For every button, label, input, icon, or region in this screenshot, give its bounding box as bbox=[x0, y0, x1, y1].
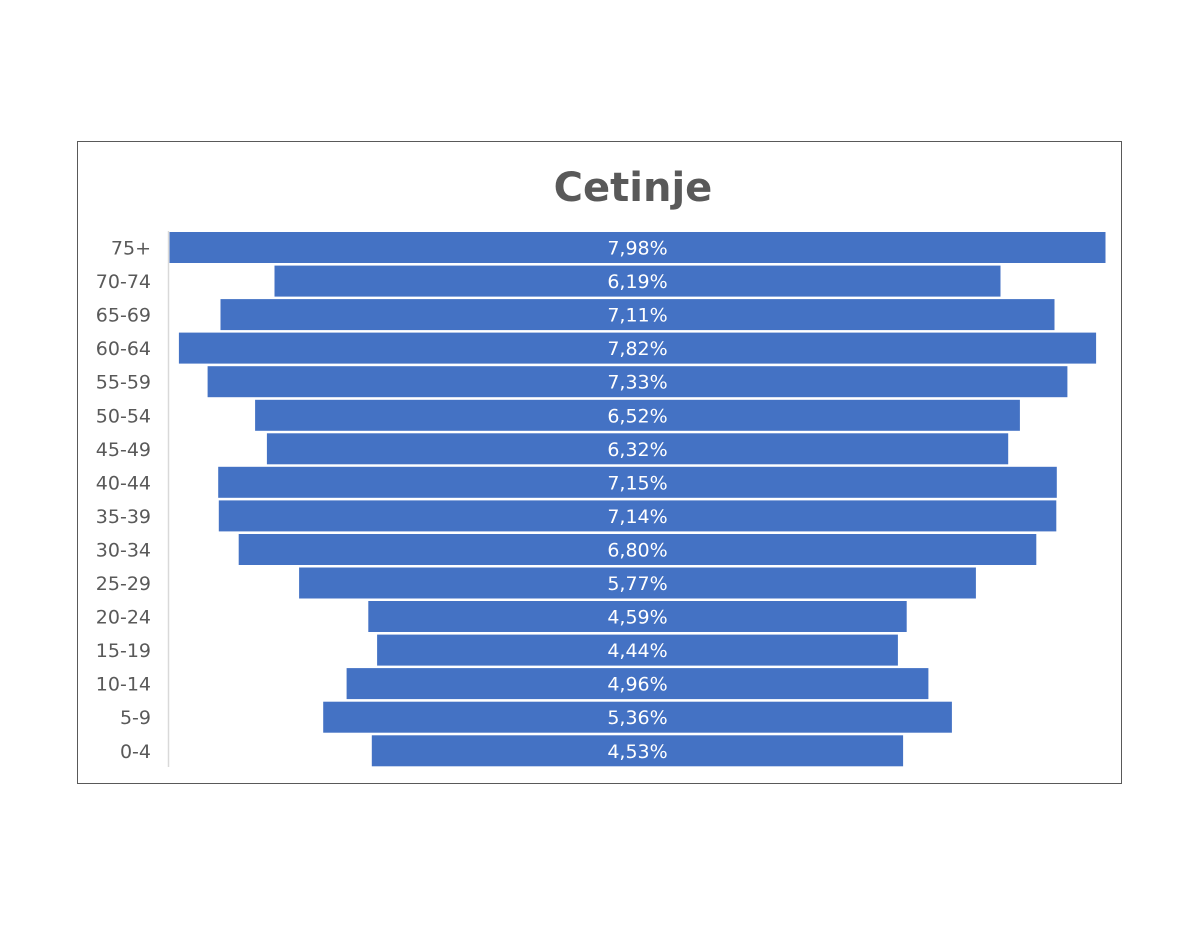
category-label: 50-54 bbox=[96, 405, 151, 427]
bar-70-74 bbox=[274, 265, 1001, 297]
category-label: 15-19 bbox=[96, 640, 151, 662]
bar-55-59 bbox=[207, 366, 1068, 398]
category-label: 10-14 bbox=[96, 674, 151, 696]
category-label: 5-9 bbox=[120, 707, 151, 729]
category-label: 45-49 bbox=[96, 439, 151, 461]
data-label: 6,80% bbox=[607, 540, 667, 562]
bar-65-69 bbox=[220, 299, 1055, 331]
bar-75+ bbox=[169, 232, 1106, 263]
category-label: 35-39 bbox=[96, 506, 151, 528]
category-label: 30-34 bbox=[96, 540, 151, 562]
bar-25-29 bbox=[299, 567, 976, 599]
bar-50-54 bbox=[255, 399, 1020, 431]
category-labels: 75+ 70-74 65-69 60-64 55-59 50-54 45-49 40-44 35… bbox=[96, 238, 151, 763]
data-label: 7,33% bbox=[607, 372, 667, 394]
data-label: 4,96% bbox=[607, 674, 667, 696]
category-label: 65-69 bbox=[96, 305, 151, 327]
bar-45-49 bbox=[266, 433, 1009, 465]
bar-40-44 bbox=[218, 466, 1057, 498]
category-label: 70-74 bbox=[96, 271, 151, 293]
bar-15-19 bbox=[377, 634, 898, 666]
category-label: 20-24 bbox=[96, 607, 151, 629]
data-label: 7,15% bbox=[607, 472, 667, 494]
category-label: 55-59 bbox=[96, 372, 151, 394]
chart-title: Cetinje bbox=[553, 165, 713, 211]
data-label: 7,11% bbox=[607, 305, 667, 327]
bar-20-24 bbox=[368, 601, 907, 632]
data-label: 5,77% bbox=[607, 573, 667, 595]
bar-10-14 bbox=[346, 668, 929, 700]
category-label: 0-4 bbox=[120, 741, 151, 763]
bar-35-39 bbox=[218, 500, 1057, 532]
category-label: 75+ bbox=[111, 238, 151, 260]
data-label: 5,36% bbox=[607, 707, 667, 729]
data-label: 6,32% bbox=[607, 439, 667, 461]
category-label: 60-64 bbox=[96, 338, 151, 360]
data-label: 6,19% bbox=[607, 271, 667, 293]
bar-30-34 bbox=[238, 534, 1037, 565]
data-label: 4,59% bbox=[607, 607, 667, 629]
category-label: 25-29 bbox=[96, 573, 151, 595]
bar-0-4 bbox=[371, 735, 904, 767]
data-label: 4,44% bbox=[607, 640, 667, 662]
bars-layer bbox=[169, 232, 1106, 767]
data-label: 7,98% bbox=[607, 238, 667, 260]
data-labels: 7,98% 6,19% 7,11% 7,82% 7,33% 6,52% 6,32% 7,15%… bbox=[607, 238, 667, 763]
category-label: 40-44 bbox=[96, 472, 151, 494]
data-label: 6,52% bbox=[607, 405, 667, 427]
bar-5-9 bbox=[323, 701, 952, 733]
bar-60-64 bbox=[178, 332, 1097, 364]
data-label: 4,53% bbox=[607, 741, 667, 763]
data-label: 7,82% bbox=[607, 338, 667, 360]
data-label: 7,14% bbox=[607, 506, 667, 528]
